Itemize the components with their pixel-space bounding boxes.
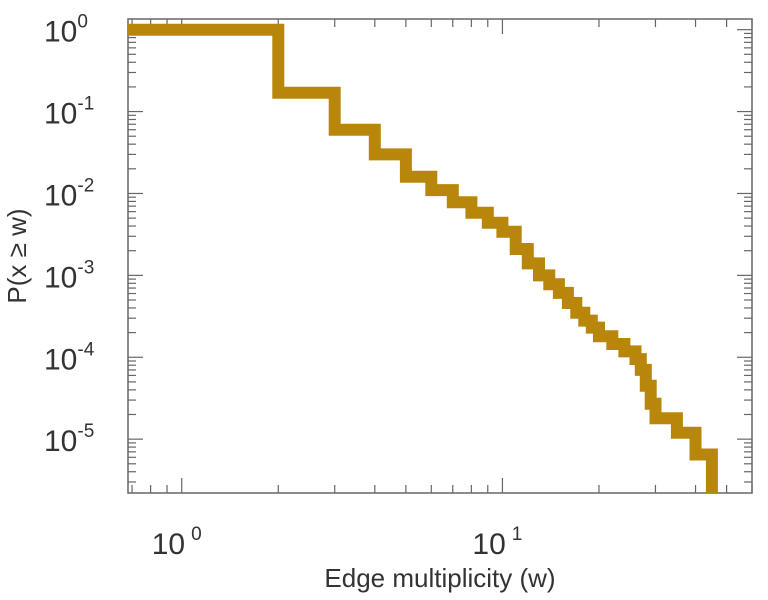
ccdf-step-line bbox=[128, 23, 718, 493]
y-tick-exponent: -2 bbox=[77, 175, 94, 196]
y-tick-label: 10-3 bbox=[44, 257, 94, 294]
y-tick-label: 10-4 bbox=[44, 339, 95, 376]
y-tick-exponent: 0 bbox=[77, 12, 88, 33]
x-tick-labels: 10 0 10 1 bbox=[152, 524, 523, 561]
y-tick-label: 10-1 bbox=[44, 94, 94, 131]
x-tick-exponent: 0 bbox=[191, 524, 202, 545]
y-tick-base: 10 bbox=[44, 16, 77, 49]
y-tick-base: 10 bbox=[44, 179, 77, 212]
minor-ticks bbox=[128, 19, 753, 493]
x-tick-base: 10 bbox=[472, 528, 505, 561]
x-axis-title: Edge multiplicity (w) bbox=[324, 563, 555, 593]
x-tick-label: 10 1 bbox=[472, 524, 522, 561]
y-tick-exponent: -5 bbox=[77, 421, 94, 442]
y-tick-exponent: -1 bbox=[77, 94, 94, 115]
plot-frame bbox=[127, 18, 753, 494]
series-layer bbox=[128, 23, 718, 493]
y-tick-exponent: -4 bbox=[77, 339, 94, 360]
x-tick-label: 10 0 bbox=[152, 524, 202, 561]
y-tick-label: 100 bbox=[44, 12, 88, 49]
y-axis-title: P(x ≥ w) bbox=[2, 208, 32, 303]
y-tick-base: 10 bbox=[44, 343, 77, 376]
y-tick-exponent: -3 bbox=[77, 257, 94, 278]
y-tick-base: 10 bbox=[44, 425, 77, 458]
y-tick-label: 10-5 bbox=[44, 421, 94, 458]
y-tick-base: 10 bbox=[44, 261, 77, 294]
y-tick-base: 10 bbox=[44, 98, 77, 131]
y-tick-label: 10-2 bbox=[44, 175, 94, 212]
x-tick-exponent: 1 bbox=[512, 524, 523, 545]
x-tick-base: 10 bbox=[152, 528, 185, 561]
